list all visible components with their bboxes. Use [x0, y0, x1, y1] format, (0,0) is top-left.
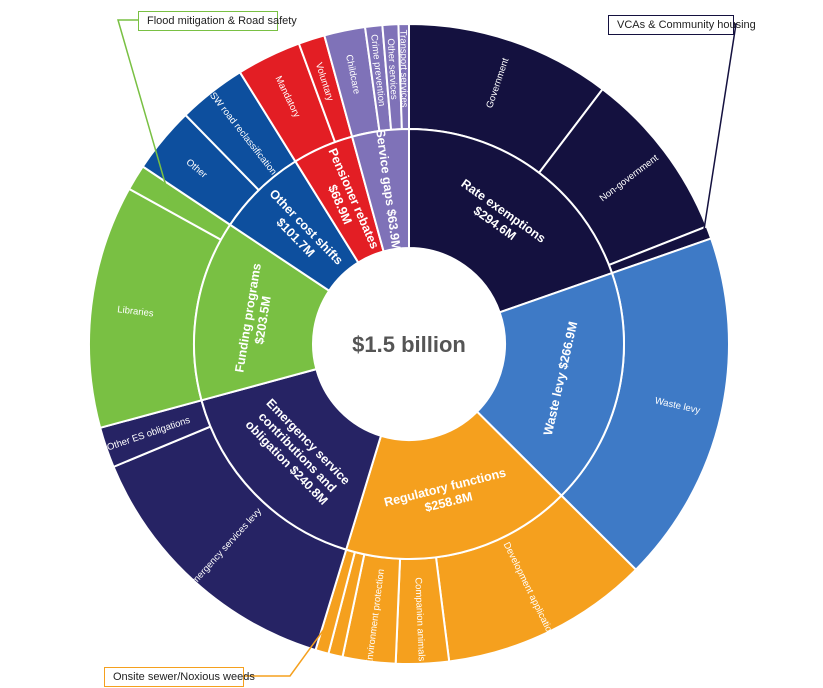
outer-label-funding-0: Libraries: [117, 304, 155, 319]
callout-lines: [117, 19, 737, 677]
callout-vcas-housing: VCAs & Community housing: [608, 15, 756, 35]
center-label: $1.5 billion: [352, 332, 466, 357]
outer-label-regulatory-1: Companion animals: [412, 577, 427, 662]
inner-ring: [193, 127, 625, 560]
leader-onsite-sewer: [244, 609, 339, 677]
outer-label-service_gaps-2: Other services: [385, 38, 400, 100]
center-hole: [313, 248, 505, 440]
leader-flood-road: [117, 19, 171, 201]
outer-label-service_gaps-3: Transport services: [397, 30, 409, 108]
callout-onsite-sewer: Onsite sewer/Noxious weeds: [104, 667, 255, 687]
outer-ring: [88, 22, 730, 665]
callout-flood-road: Flood mitigation & Road safety: [138, 11, 297, 31]
leader-vcas-housing: [702, 23, 737, 237]
